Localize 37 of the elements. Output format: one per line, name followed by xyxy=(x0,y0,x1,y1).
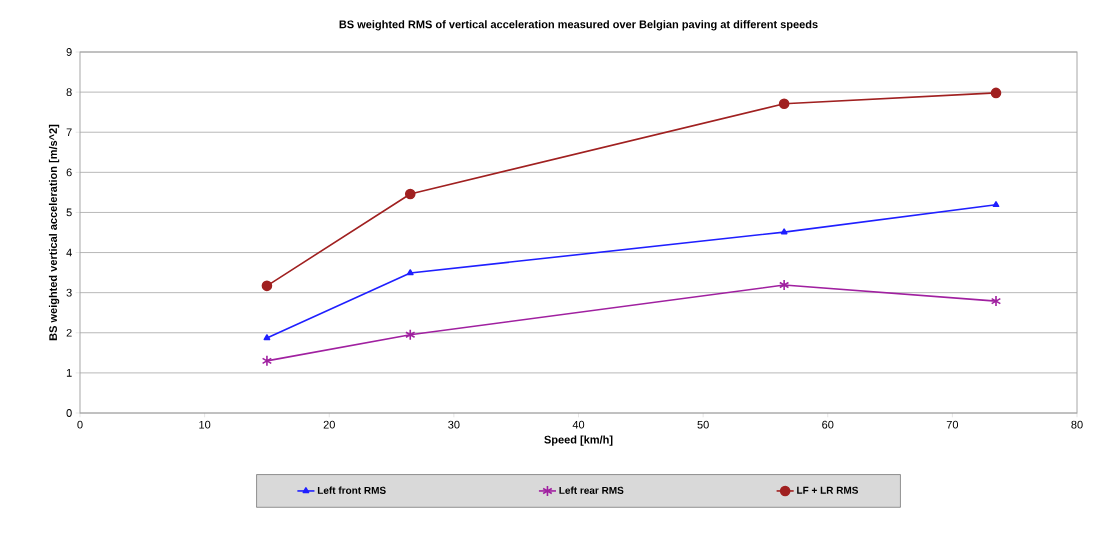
y-tick-label: 9 xyxy=(66,48,72,56)
point xyxy=(263,334,271,341)
y-tick-label: 8 xyxy=(66,88,72,97)
y-tick-label: 6 xyxy=(66,168,72,177)
x-tick-label: 40 xyxy=(572,420,585,429)
x-axis-title: Speed [km/h] xyxy=(544,435,613,446)
x-tick-label: 50 xyxy=(697,420,709,429)
y-tick-label: 0 xyxy=(66,409,72,417)
point xyxy=(992,201,1000,208)
point xyxy=(990,87,1002,99)
point xyxy=(780,228,788,235)
x-tick-label: 70 xyxy=(946,420,959,429)
point xyxy=(261,280,273,292)
x-tick-label: 30 xyxy=(448,420,460,429)
point xyxy=(406,269,414,276)
point xyxy=(990,295,1002,307)
y-axis-title: BS weighted vertical acceleration [m/s^2] xyxy=(48,124,60,341)
legend-label: LF + LR RMS xyxy=(797,486,859,494)
point xyxy=(779,279,790,291)
x-tick-label: 10 xyxy=(199,420,211,429)
y-tick-label: 1 xyxy=(66,369,72,377)
legend-label: Left rear RMS xyxy=(559,486,624,494)
x-tick-label: 60 xyxy=(822,420,834,429)
x-tick-label: 0 xyxy=(77,420,83,429)
point xyxy=(404,188,416,200)
point xyxy=(261,355,273,367)
chart-title: BS weighted RMS of vertical acceleration measured over Belgian paving at different speeds xyxy=(339,20,818,31)
y-tick-label: 3 xyxy=(66,288,72,297)
point xyxy=(405,328,416,341)
point xyxy=(778,98,790,110)
x-tick-label: 80 xyxy=(1071,420,1083,429)
y-tick-label: 7 xyxy=(66,128,72,137)
y-tick-label: 5 xyxy=(66,208,72,217)
y-tick-label: 4 xyxy=(66,248,72,257)
legend-label: Left front RMS xyxy=(317,486,386,494)
y-tick-label: 2 xyxy=(66,328,72,337)
x-tick-label: 20 xyxy=(323,420,335,429)
